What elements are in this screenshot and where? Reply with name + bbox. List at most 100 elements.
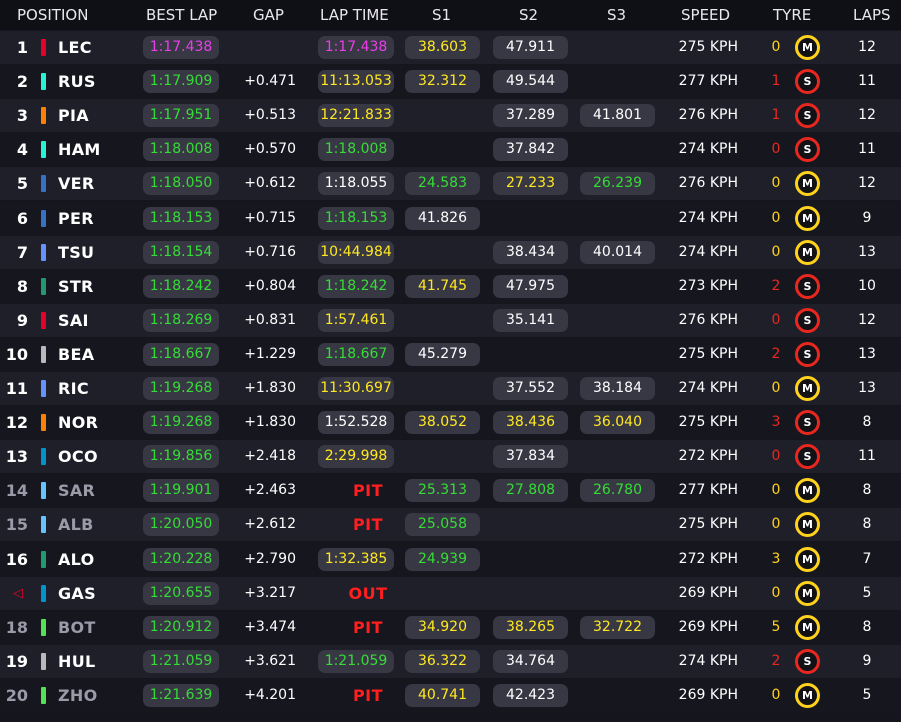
lap-time: 11:13.053 [318, 70, 394, 94]
team-color-bar [41, 73, 46, 91]
sector-s1-time: 38.052 [405, 411, 480, 435]
header-best-lap[interactable]: BEST LAP [146, 6, 218, 24]
header-s2[interactable]: S2 [519, 6, 539, 24]
speed-trap: 275 KPH [678, 414, 738, 431]
speed-trap: 277 KPH [678, 73, 738, 90]
sector-s2-time: 35.141 [493, 308, 568, 332]
lap-count: 5 [862, 686, 872, 703]
driver-row[interactable]: 19 HUL 1:21.059 +3.621 1:21.059 36.322 34.764 2… [0, 644, 901, 678]
driver-row[interactable]: 20 ZHO 1:21.639 +4.201 PIT 40.741 42.423 269 KP… [0, 678, 901, 712]
sector-s2-time: 37.834 [493, 445, 568, 469]
driver-code[interactable]: VER [58, 174, 95, 194]
team-color-bar [41, 209, 46, 227]
lap-time: 12:21.833 [318, 104, 394, 128]
tyre-age: 3 [771, 414, 781, 431]
soft-tyre-icon: S [795, 648, 820, 674]
header-s1[interactable]: S1 [432, 6, 452, 24]
driver-row[interactable]: 1 LEC 1:17.438 1:17.438 38.603 47.911 275 KPH 0… [0, 31, 901, 64]
header-speed[interactable]: SPEED [681, 6, 731, 24]
speed-trap: 274 KPH [678, 380, 738, 396]
driver-code[interactable]: RUS [58, 72, 96, 92]
gap-value: +0.471 [244, 73, 296, 90]
gap-value: +0.513 [244, 107, 296, 124]
lap-time: 1:18.153 [318, 206, 394, 230]
gap-value: +3.621 [244, 652, 296, 669]
driver-code[interactable]: RIC [58, 379, 89, 398]
driver-code[interactable]: LEC [58, 38, 92, 57]
driver-code[interactable]: SAI [58, 310, 89, 330]
header-position[interactable]: POSITION [17, 6, 89, 24]
gap-value: +0.804 [244, 277, 296, 294]
team-color-bar [41, 414, 46, 432]
tyre-age: 0 [771, 448, 781, 465]
medium-tyre-icon: M [795, 614, 820, 640]
tyre-age: 0 [771, 141, 781, 158]
driver-row[interactable]: 11 RIC 1:19.268 +1.830 11:30.697 37.552 38.184… [0, 372, 901, 405]
driver-code[interactable]: OCO [58, 447, 98, 467]
driver-code[interactable]: HUL [58, 651, 96, 671]
header-tyre[interactable]: TYRE [773, 6, 812, 24]
lap-count: 8 [862, 414, 872, 431]
gap-value: +1.830 [244, 380, 296, 396]
header-laps[interactable]: LAPS [853, 6, 891, 24]
header-gap[interactable]: GAP [253, 6, 284, 24]
sector-s1-time: 41.826 [405, 206, 480, 230]
driver-row[interactable]: 15 ALB 1:20.050 +2.612 PIT 25.058 275 KPH 0 M 8 [0, 508, 901, 542]
soft-tyre-icon: S [795, 69, 820, 95]
driver-code[interactable]: TSU [58, 242, 95, 262]
driver-code[interactable]: PIA [58, 106, 89, 126]
driver-code[interactable]: NOR [58, 413, 99, 433]
position-number: 2 [16, 72, 28, 92]
driver-code[interactable]: PER [58, 208, 94, 228]
driver-code[interactable]: ALB [58, 515, 94, 535]
sector-s1-time: 24.583 [405, 172, 480, 196]
position-number: 5 [16, 174, 28, 194]
driver-row[interactable]: 7 TSU 1:18.154 +0.716 10:44.984 38.434 40.014 2… [0, 235, 901, 269]
driver-code[interactable]: BOT [58, 617, 96, 637]
driver-code[interactable]: HAM [58, 140, 101, 160]
driver-code[interactable]: GAS [58, 583, 96, 603]
driver-row[interactable]: 3 PIA 1:17.951 +0.513 12:21.833 37.289 41.801 2… [0, 99, 901, 133]
tyre-age: 0 [771, 243, 781, 260]
speed-trap: 274 KPH [678, 243, 738, 260]
driver-row[interactable]: 14 SAR 1:19.901 +2.463 PIT 25.313 27.808 26.780… [0, 474, 901, 508]
header-lap-time[interactable]: LAP TIME [320, 6, 389, 24]
driver-row[interactable]: ◁ GAS 1:20.655 +3.217 OUT 269 KPH 0 M 5 [0, 576, 901, 610]
speed-trap: 269 KPH [678, 584, 738, 601]
sector-s1-time: 25.313 [405, 479, 480, 503]
driver-row[interactable]: 8 STR 1:18.242 +0.804 1:18.242 41.745 47.975 27… [0, 269, 901, 303]
driver-row[interactable]: 10 BEA 1:18.667 +1.229 1:18.667 45.279 275 KPH… [0, 337, 901, 371]
driver-code[interactable]: ALO [58, 549, 95, 569]
driver-row[interactable]: 2 RUS 1:17.909 +0.471 11:13.053 32.312 49.544 2… [0, 65, 901, 99]
best-lap-time: 1:18.154 [143, 240, 219, 264]
sector-s3-time: 32.722 [580, 615, 655, 639]
driver-code[interactable]: BEA [58, 344, 95, 364]
driver-row[interactable]: 4 HAM 1:18.008 +0.570 1:18.008 37.842 274 KPH 0… [0, 133, 901, 167]
driver-code[interactable]: STR [58, 276, 94, 296]
pit-status: PIT [352, 515, 384, 535]
position-number: 8 [16, 276, 28, 296]
lap-count: 11 [858, 73, 876, 90]
position-number: 3 [16, 106, 28, 126]
tyre-age: 1 [771, 73, 781, 90]
gap-value: +0.716 [244, 243, 296, 260]
header-s3[interactable]: S3 [607, 6, 627, 24]
soft-tyre-icon: S [795, 273, 820, 299]
driver-row[interactable]: 9 SAI 1:18.269 +0.831 1:57.461 35.141 276 KPH 0… [0, 303, 901, 337]
driver-row[interactable]: 12 NOR 1:19.268 +1.830 1:52.528 38.052 38.436 3… [0, 406, 901, 440]
driver-row[interactable]: 6 PER 1:18.153 +0.715 1:18.153 41.826 274 KPH 0… [0, 201, 901, 235]
driver-row[interactable]: 16 ALO 1:20.228 +2.790 1:32.385 24.939 272 KPH… [0, 542, 901, 576]
driver-row[interactable]: 13 OCO 1:19.856 +2.418 2:29.998 37.834 272 KPH… [0, 440, 901, 474]
driver-code[interactable]: ZHO [58, 685, 98, 705]
position-number: 11 [5, 379, 28, 398]
tyre-age: 0 [771, 39, 781, 55]
speed-trap: 276 KPH [678, 107, 738, 124]
lap-count: 12 [858, 311, 876, 328]
driver-row[interactable]: 18 BOT 1:20.912 +3.474 PIT 34.920 38.265 32.722… [0, 610, 901, 644]
lap-time: 1:17.438 [318, 36, 394, 59]
driver-row[interactable]: 5 VER 1:18.050 +0.612 1:18.055 24.583 27.233 26… [0, 167, 901, 201]
gap-value: +4.201 [244, 686, 296, 703]
best-lap-time: 1:19.856 [143, 445, 219, 469]
best-lap-time: 1:18.269 [143, 308, 219, 332]
driver-code[interactable]: SAR [58, 481, 96, 501]
